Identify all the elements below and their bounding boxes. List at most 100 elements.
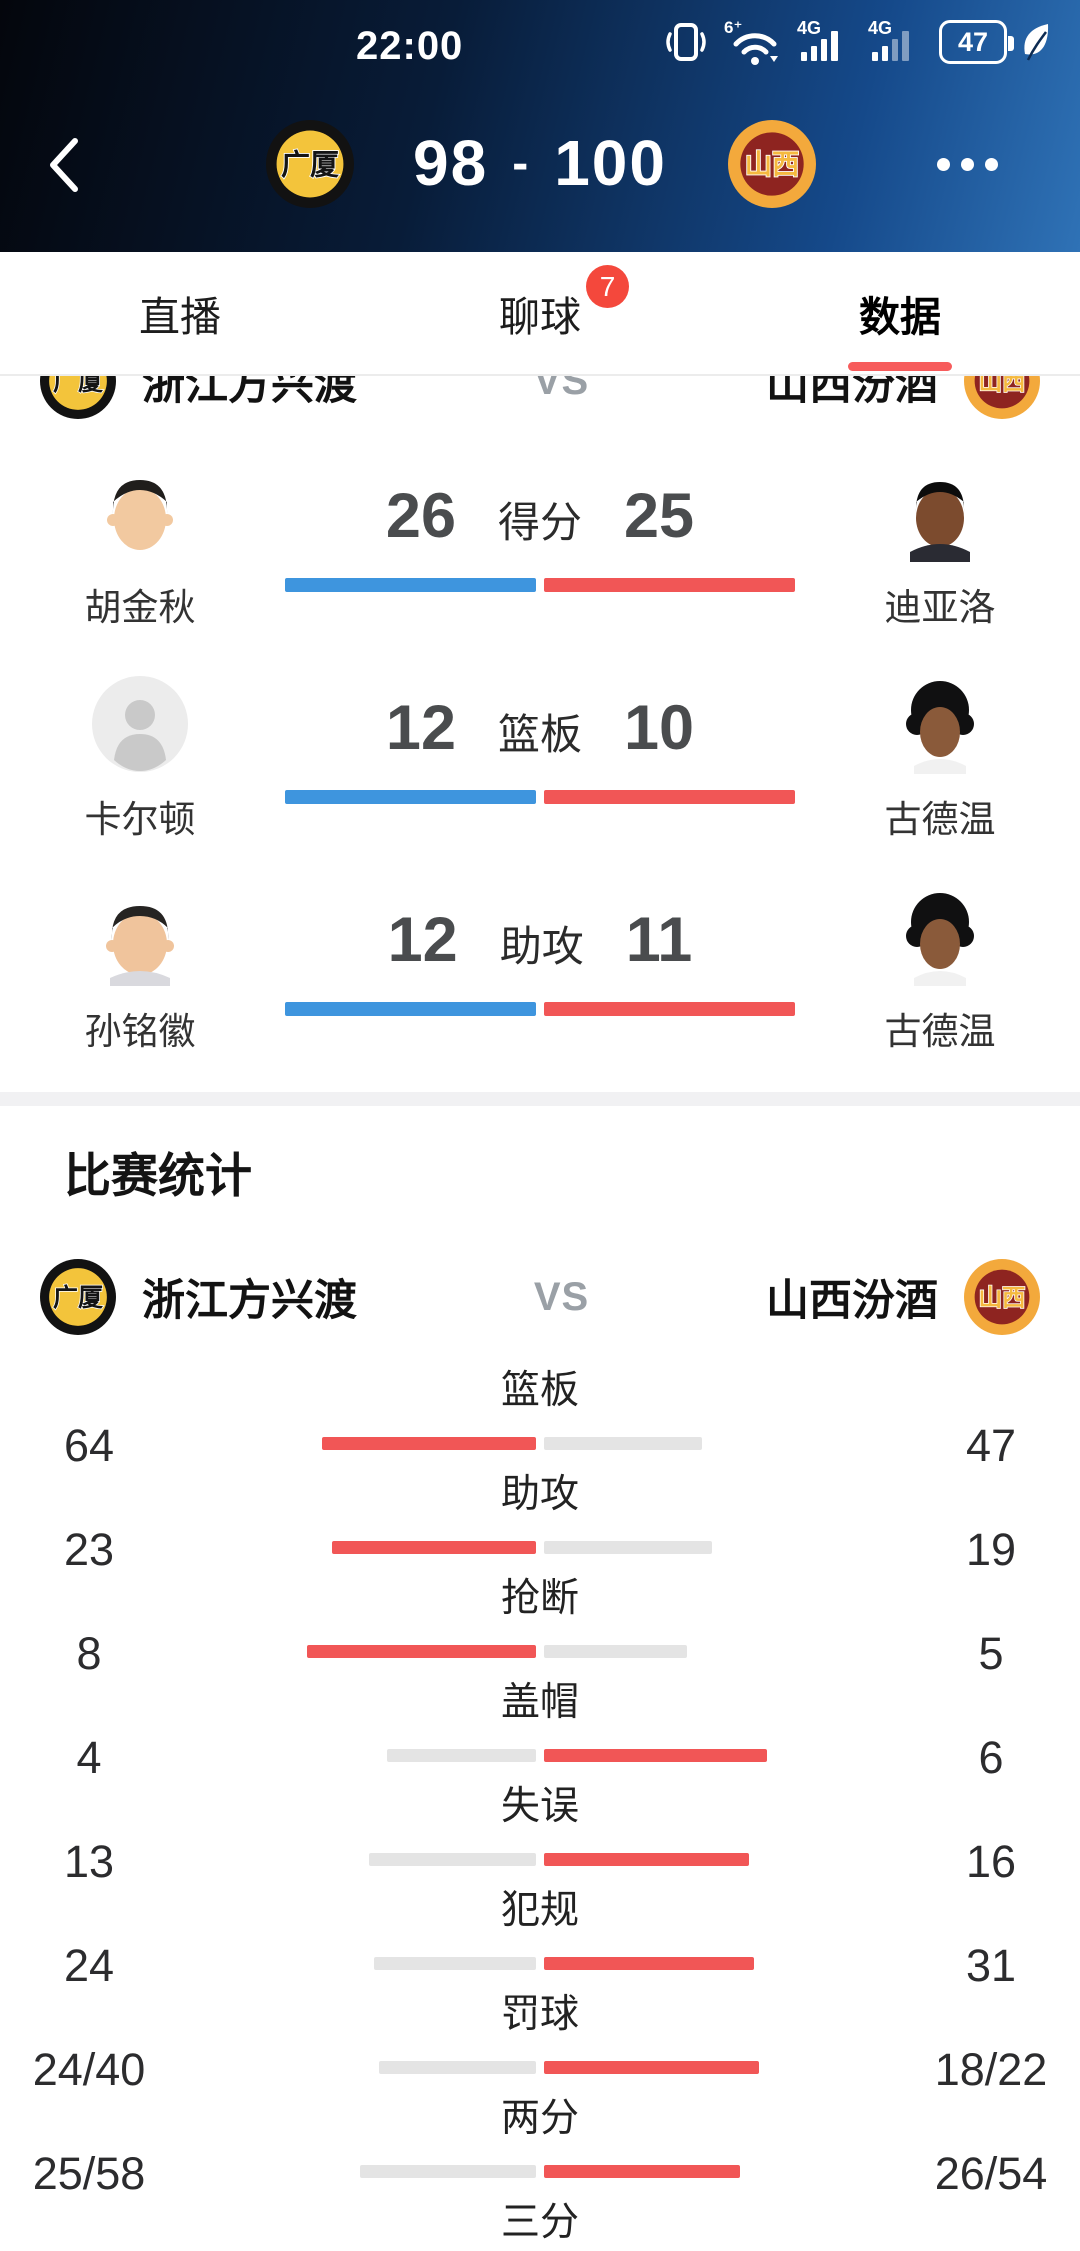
- match-header: 22:00 6⁺ 4G 4G 47: [0, 0, 1080, 252]
- away-player-value: 11: [625, 905, 693, 975]
- svg-text:广厦: 广厦: [53, 376, 104, 396]
- player-photo: [107, 480, 173, 550]
- wifi-icon: 6⁺: [724, 18, 778, 65]
- team-stat-row: 两分 25/58 26/54: [0, 2090, 1080, 2200]
- back-button[interactable]: [44, 134, 84, 201]
- stat-name: 篮板: [497, 711, 582, 758]
- player-name: 古德温: [884, 799, 996, 840]
- home-stat-value: 13: [63, 1836, 115, 1887]
- home-stat-bar: [374, 1957, 536, 1970]
- home-player-value: 12: [385, 693, 456, 763]
- player-name: 孙铭徽: [84, 1011, 196, 1052]
- away-stat-bar: [544, 1957, 754, 1970]
- vs-label: VS: [533, 1274, 590, 1319]
- player-comparison-section: 胡金秋 26 得分 25 迪亚洛 卡尔顿 12 篮板 10: [0, 440, 1080, 1092]
- player-comparison-row: 卡尔顿 12 篮板 10 古德温: [0, 654, 1080, 866]
- away-bar: [544, 790, 795, 804]
- home-stat-value: 24/40: [32, 2044, 146, 2095]
- player-comparison-bars: [280, 790, 800, 804]
- player-photo: [906, 893, 974, 986]
- home-stat-value: 8: [76, 1628, 102, 1679]
- player-name: 胡金秋: [84, 587, 196, 628]
- player-photo: [106, 906, 174, 986]
- section-title: 比赛统计: [64, 1149, 252, 1202]
- stat-name: 得分: [497, 499, 582, 546]
- svg-text:4G: 4G: [868, 18, 892, 38]
- team-stat-row: 篮板 64 47: [0, 1362, 1080, 1472]
- home-score: 98: [413, 127, 489, 199]
- home-stat-value: 4: [76, 1732, 102, 1783]
- away-team-logo: 山西: [728, 120, 816, 208]
- home-stat-value: 25/58: [32, 2148, 146, 2199]
- tab-live[interactable]: 直播: [139, 294, 221, 340]
- team-stat-row: 抢断 8 5: [0, 1570, 1080, 1680]
- more-menu-button[interactable]: [937, 158, 998, 171]
- team-stat-row: 三分: [0, 2194, 1080, 2251]
- away-stat-value: 26/54: [934, 2148, 1048, 2199]
- home-stat-bar: [307, 1645, 536, 1658]
- home-player-value: 26: [385, 481, 456, 551]
- svg-text:广厦: 广厦: [53, 1283, 104, 1312]
- vibrate-icon: [666, 23, 706, 61]
- matchup-row: 广厦 浙江方兴渡 VS 山西汾酒 山西: [0, 1238, 1080, 1356]
- home-stat-bar: [322, 1437, 536, 1450]
- player-name: 卡尔顿: [84, 799, 196, 840]
- away-stat-bar: [544, 2165, 740, 2178]
- tab-bar: 直播 聊球 7 数据: [0, 252, 1080, 376]
- home-stat-bar: [360, 2165, 536, 2178]
- stat-label: 失误: [500, 1785, 579, 1828]
- stat-label: 篮板: [500, 1369, 579, 1412]
- stat-label: 盖帽: [500, 1681, 579, 1724]
- away-bar: [544, 1002, 795, 1016]
- tab-data[interactable]: 数据: [720, 252, 1080, 374]
- home-bar: [285, 790, 536, 804]
- team-stat-row: 犯规 24 31: [0, 1882, 1080, 1992]
- active-tab-indicator: [848, 362, 952, 371]
- signal-4g-secondary-icon: 4G: [868, 18, 909, 61]
- score-dash: -: [512, 137, 531, 190]
- away-team-name: 山西汾酒: [766, 376, 938, 409]
- stat-label: 三分: [500, 2201, 579, 2244]
- away-team-name: 山西汾酒: [766, 1277, 938, 1325]
- away-player-value: 10: [624, 693, 695, 763]
- svg-text:山西: 山西: [745, 149, 800, 180]
- player-comparison-row: 胡金秋 26 得分 25 迪亚洛: [0, 442, 1080, 654]
- home-team-name: 浙江方兴渡: [142, 376, 357, 409]
- team-stat-row: 助攻 23 19: [0, 1466, 1080, 1576]
- svg-text:广厦: 广厦: [281, 149, 339, 182]
- status-bar: 22:00 6⁺ 4G 4G 47: [0, 0, 1080, 82]
- home-team-logo: 广厦: [40, 376, 116, 419]
- stat-label: 罚球: [500, 1993, 579, 2036]
- away-stat-bar: [544, 1437, 702, 1450]
- tab-chat[interactable]: 聊球 7: [360, 252, 720, 374]
- home-bar: [285, 578, 536, 592]
- home-team-logo: 广厦: [40, 1259, 116, 1335]
- home-stat-bar: [332, 1541, 536, 1554]
- away-score: 100: [554, 127, 667, 199]
- home-player-value: 12: [387, 905, 458, 975]
- scrolled-matchup-row-clipped: 广厦 浙江方兴渡 VS 山西汾酒 山西: [0, 376, 1080, 440]
- team-stat-row: 罚球 24/40 18/22: [0, 1986, 1080, 2096]
- stat-label: 助攻: [500, 1473, 579, 1516]
- away-stat-value: 31: [965, 1940, 1017, 1991]
- team-stat-row: 盖帽 4 6: [0, 1674, 1080, 1784]
- clock: 22:00: [356, 24, 464, 68]
- away-stat-bar: [544, 2061, 759, 2074]
- away-stat-value: 16: [965, 1836, 1017, 1887]
- home-bar: [285, 1002, 536, 1016]
- score-display: 98-100: [0, 126, 1080, 200]
- section-divider: [0, 1092, 1080, 1106]
- player-comparison-row: 孙铭徽 12 助攻 11 古德温: [0, 866, 1080, 1078]
- home-team-logo: 广厦: [266, 120, 354, 208]
- player-comparison-bars: [280, 578, 800, 592]
- away-stat-bar: [544, 1853, 749, 1866]
- svg-text:4G: 4G: [797, 18, 821, 38]
- home-stat-bar: [369, 1853, 536, 1866]
- player-name: 迪亚洛: [884, 587, 996, 628]
- stat-label: 抢断: [500, 1577, 579, 1620]
- stat-name: 助攻: [499, 923, 584, 970]
- home-stat-bar: [379, 2061, 536, 2074]
- score-row: 广厦 98-100 山西: [0, 82, 1080, 252]
- away-stat-value: 6: [978, 1732, 1004, 1783]
- away-stat-value: 5: [978, 1628, 1004, 1679]
